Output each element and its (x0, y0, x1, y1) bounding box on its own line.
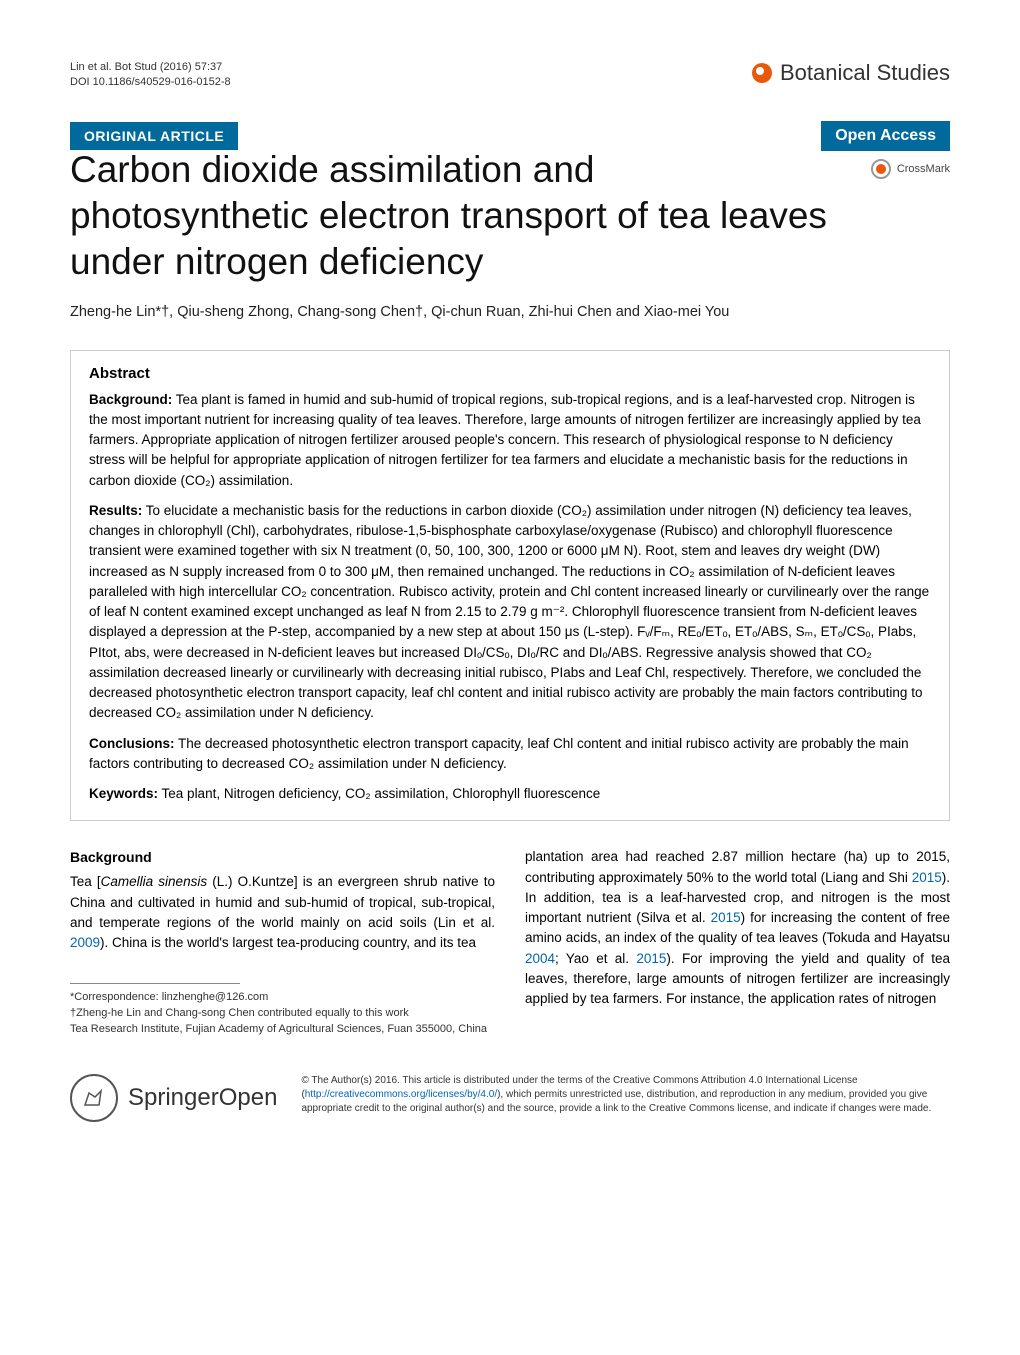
crossmark-label: CrossMark (897, 163, 950, 175)
footnote-rule (70, 983, 240, 984)
abstract-background: Background: Tea plant is famed in humid … (89, 390, 931, 491)
ref-link-lin2009[interactable]: 2009 (70, 935, 100, 950)
citation-line2: DOI 10.1186/s40529-016-0152-8 (70, 75, 231, 90)
abstract-box: Abstract Background: Tea plant is famed … (70, 350, 950, 822)
page-footer: SpringerOpen © The Author(s) 2016. This … (70, 1074, 950, 1122)
body-column-right: plantation area had reached 2.87 million… (525, 847, 950, 1038)
crossmark-icon (871, 159, 891, 179)
springer-horse-icon (70, 1074, 118, 1122)
crossmark-badge[interactable]: CrossMark (871, 159, 950, 179)
author-list: Zheng-he Lin*†, Qiu-sheng Zhong, Chang-s… (70, 304, 950, 320)
citation-line1: Lin et al. Bot Stud (2016) 57:37 (70, 60, 231, 75)
article-title: Carbon dioxide assimilation and photosyn… (70, 147, 950, 286)
journal-logo-icon (752, 63, 772, 83)
license-text: © The Author(s) 2016. This article is di… (301, 1074, 950, 1116)
abstract-conclusions: Conclusions: The decreased photosyntheti… (89, 734, 931, 775)
ref-link-tokuda2004[interactable]: 2004 (525, 951, 555, 966)
background-paragraph-cont: plantation area had reached 2.87 million… (525, 847, 950, 1009)
article-type-badge: ORIGINAL ARTICLE (70, 122, 238, 150)
abstract-heading: Abstract (89, 365, 931, 382)
ref-link-silva2015[interactable]: 2015 (711, 910, 741, 925)
ref-link-liang2015[interactable]: 2015 (912, 870, 942, 885)
correspondence: *Correspondence: linzhenghe@126.com (70, 990, 495, 1006)
journal-brand: Botanical Studies (752, 60, 950, 86)
background-heading: Background (70, 847, 495, 868)
publisher-logo: SpringerOpen (70, 1074, 277, 1122)
body-column-left: Background Tea [Camellia sinensis (L.) O… (70, 847, 495, 1038)
affiliation: Tea Research Institute, Fujian Academy o… (70, 1022, 495, 1038)
equal-contribution: †Zheng-he Lin and Chang-song Chen contri… (70, 1006, 495, 1022)
license-link[interactable]: http://creativecommons.org/licenses/by/4… (305, 1089, 497, 1100)
citation-block: Lin et al. Bot Stud (2016) 57:37 DOI 10.… (70, 60, 231, 91)
footnotes: *Correspondence: linzhenghe@126.com †Zhe… (70, 990, 495, 1038)
publisher-name: Springer (128, 1084, 219, 1111)
open-access-badge: Open Access (821, 121, 950, 151)
ref-link-yao2015[interactable]: 2015 (636, 951, 666, 966)
abstract-keywords: Keywords: Tea plant, Nitrogen deficiency… (89, 784, 931, 804)
journal-name: Botanical Studies (780, 60, 950, 86)
publisher-suffix: Open (219, 1084, 278, 1111)
abstract-results: Results: To elucidate a mechanistic basi… (89, 501, 931, 724)
background-paragraph: Tea [Camellia sinensis (L.) O.Kuntze] is… (70, 872, 495, 953)
